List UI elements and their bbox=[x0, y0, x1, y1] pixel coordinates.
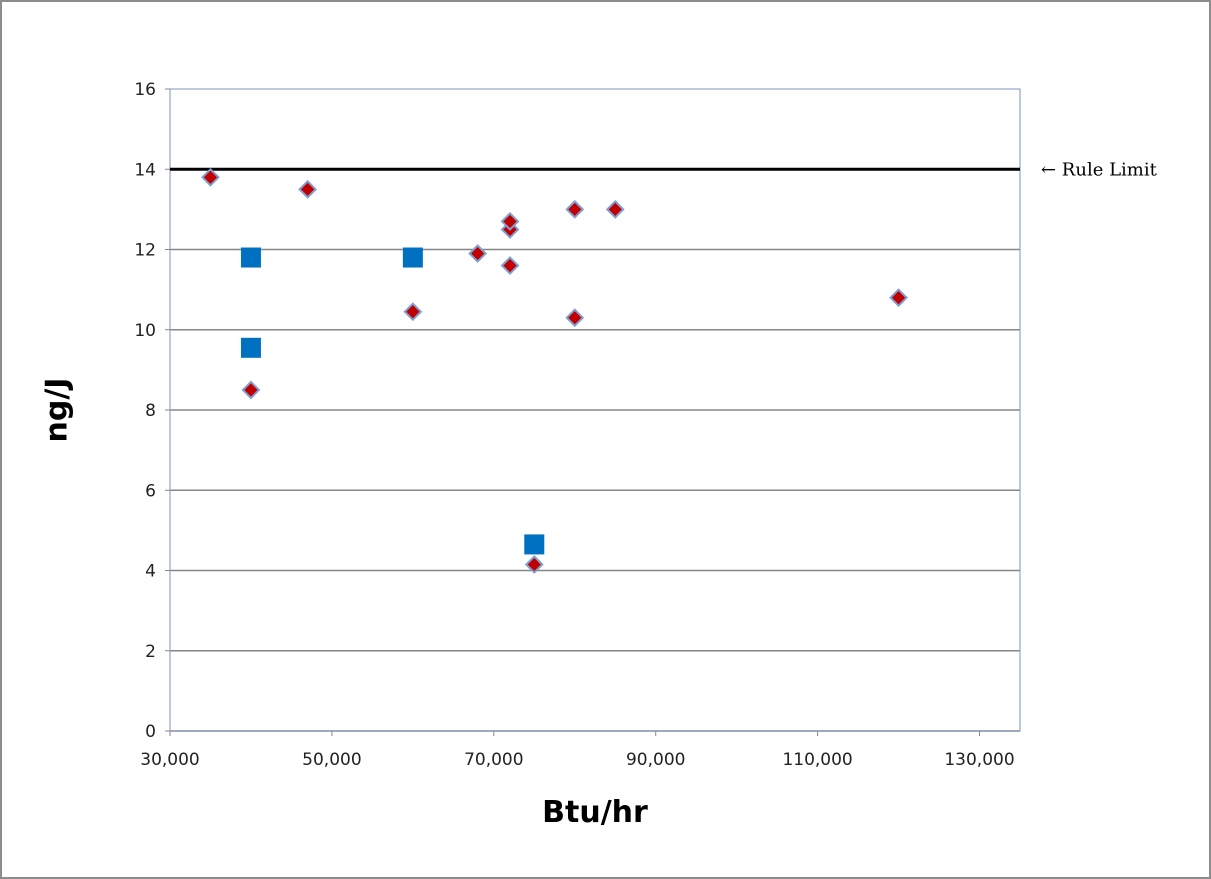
rule-limit-label: ← Rule Limit bbox=[1041, 159, 1158, 180]
y-tick-label: 14 bbox=[134, 160, 156, 180]
y-tick-label: 8 bbox=[145, 401, 156, 421]
y-tick-label: 10 bbox=[134, 321, 156, 341]
y-tick-label: 0 bbox=[145, 722, 156, 742]
diamond-point bbox=[241, 380, 261, 400]
x-tick-label: 130,000 bbox=[944, 750, 1014, 770]
square-point bbox=[402, 247, 423, 268]
x-tick-label: 110,000 bbox=[782, 750, 852, 770]
square-point bbox=[524, 534, 545, 555]
x-tick-label: 50,000 bbox=[302, 750, 361, 770]
tick-labels: 30,000 50,000 70,000 90,000 110,000 130,000 0 2… bbox=[134, 80, 1014, 770]
square-point bbox=[240, 337, 261, 358]
diamond-point bbox=[500, 211, 520, 231]
diamond-point bbox=[201, 167, 220, 187]
y-tick-label: 6 bbox=[145, 481, 156, 501]
x-tick-label: 70,000 bbox=[464, 750, 523, 770]
square-point bbox=[240, 247, 261, 268]
diamond-point bbox=[298, 179, 318, 199]
diamond-point bbox=[565, 199, 585, 219]
diamond-point bbox=[468, 244, 488, 263]
x-tick-label: 30,000 bbox=[140, 750, 199, 770]
diamond-point bbox=[500, 256, 520, 275]
diamond-point bbox=[565, 308, 585, 328]
y-axis-title: ng/J bbox=[40, 378, 75, 443]
x-axis-title: Btu/hr bbox=[542, 795, 648, 830]
diamond-point bbox=[524, 555, 544, 574]
diamond-point bbox=[889, 288, 908, 308]
data-points bbox=[201, 167, 908, 574]
y-tick-label: 12 bbox=[134, 241, 156, 261]
x-tick-label: 90,000 bbox=[626, 750, 685, 770]
y-tick-label: 2 bbox=[145, 642, 156, 662]
y-tick-label: 4 bbox=[145, 562, 156, 582]
grid-lines bbox=[165, 88, 1020, 736]
y-tick-label: 16 bbox=[134, 80, 156, 100]
diamond-point bbox=[403, 302, 423, 322]
plot-area-border bbox=[169, 88, 1021, 732]
diamond-point bbox=[605, 199, 625, 219]
